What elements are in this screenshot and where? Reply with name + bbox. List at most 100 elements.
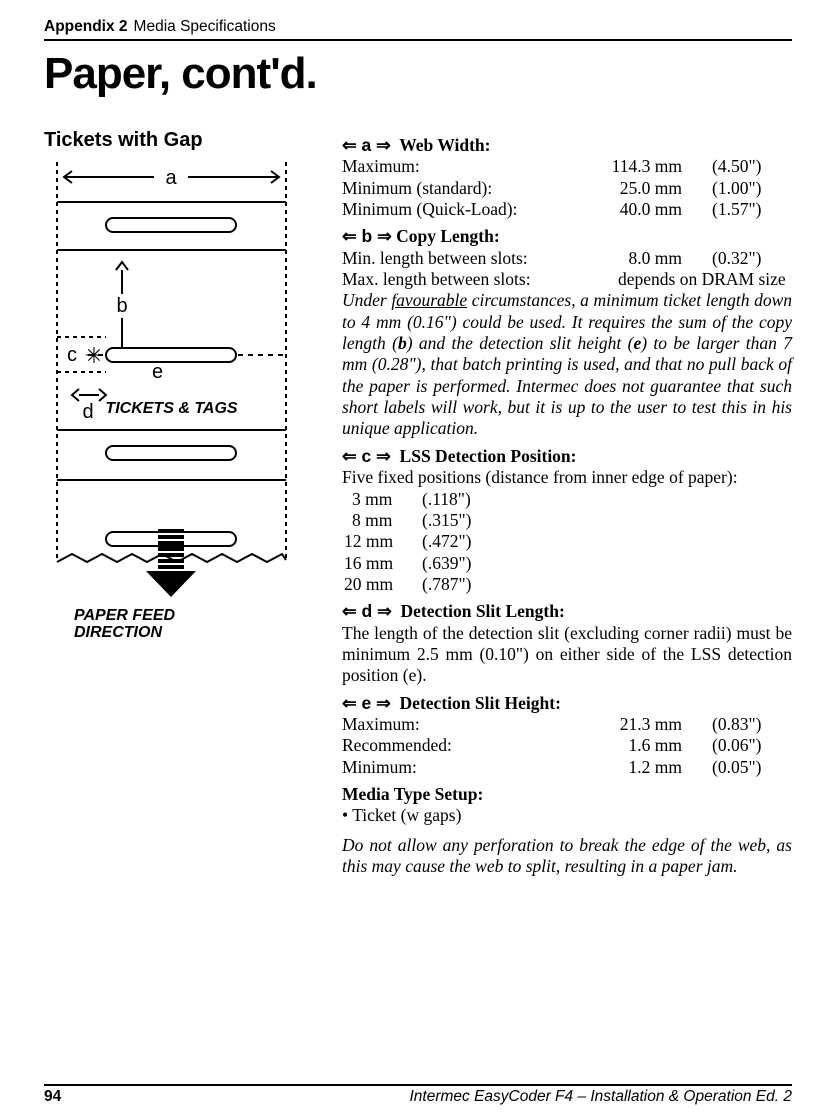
- a-row-2: Minimum (Quick-Load): 40.0 mm (1.57"): [342, 199, 792, 220]
- diagram-c-label: c: [67, 344, 77, 366]
- c-row-0: 3 mm(.118"): [342, 489, 792, 510]
- diagram-d-label: d: [82, 401, 93, 423]
- e2lbl: Minimum:: [342, 757, 592, 778]
- e1in: (0.06"): [712, 735, 792, 756]
- section-b-heading: ⇐ b ⇒ Copy Length:: [342, 226, 792, 247]
- c0in: (.118"): [422, 489, 471, 510]
- b-note: Under favourable circumstances, a minimu…: [342, 290, 792, 439]
- a-row0-lbl: Maximum:: [342, 156, 592, 177]
- section-d-heading: ⇐ d ⇒ Detection Slit Length:: [342, 601, 792, 622]
- b-note-underline: favourable: [391, 290, 467, 310]
- a-row-1: Minimum (standard): 25.0 mm (1.00"): [342, 178, 792, 199]
- d-colon: :: [559, 601, 565, 621]
- media-list: Ticket (w gaps): [342, 805, 792, 826]
- right-column: ⇐ a ⇒ Web Width: Maximum: 114.3 mm (4.50…: [342, 129, 792, 877]
- c2in: (.472"): [422, 531, 471, 552]
- section-e-heading: ⇐ e ⇒ Detection Slit Height:: [342, 693, 792, 714]
- e1mm: 1.6 mm: [592, 735, 712, 756]
- paper-feed-arrow-icon: [116, 529, 226, 599]
- e0in: (0.83"): [712, 714, 792, 735]
- e0lbl: Maximum:: [342, 714, 592, 735]
- b-note-mid: ) and the detection slit height (: [407, 333, 634, 353]
- e-row-0: Maximum: 21.3 mm (0.83"): [342, 714, 792, 735]
- a-row2-in: (1.57"): [712, 199, 792, 220]
- e-row-2: Minimum: 1.2 mm (0.05"): [342, 757, 792, 778]
- diagram-star-icon: ✳: [85, 343, 103, 368]
- c3in: (.639"): [422, 553, 471, 574]
- c3mm: 16 mm: [342, 553, 422, 574]
- left-column: Tickets with Gap a: [44, 129, 342, 877]
- b-title: Copy Length:: [396, 226, 500, 246]
- a-title: Web Width:: [399, 135, 490, 155]
- b-note-pre: Under: [342, 290, 391, 310]
- section-c-heading: ⇐ c ⇒ LSS Detection Position:: [342, 446, 792, 467]
- c-row-1: 8 mm(.315"): [342, 510, 792, 531]
- b-arrows: ⇐ b ⇒: [342, 226, 392, 246]
- c-row-2: 12 mm(.472"): [342, 531, 792, 552]
- c4mm: 20 mm: [342, 574, 422, 595]
- e0mm: 21.3 mm: [592, 714, 712, 735]
- e2mm: 1.2 mm: [592, 757, 712, 778]
- diagram-b-label: b: [116, 295, 127, 317]
- c0mm: 3 mm: [342, 489, 422, 510]
- ticket-diagram: a: [44, 162, 299, 642]
- media-heading: Media Type Setup:: [342, 784, 792, 805]
- a-row1-lbl: Minimum (standard):: [342, 178, 592, 199]
- c1in: (.315"): [422, 510, 471, 531]
- d-title: Detection Slit Length: [401, 601, 559, 621]
- footer-rule: [44, 1084, 792, 1086]
- page-number: 94: [44, 1088, 61, 1106]
- e-arrows: ⇐ e ⇒: [342, 693, 391, 713]
- e2in: (0.05"): [712, 757, 792, 778]
- content-columns: Tickets with Gap a: [44, 129, 792, 877]
- b-row0-lbl: Min. length between slots:: [342, 248, 592, 269]
- diagram-a-label: a: [165, 167, 177, 189]
- a-row0-in: (4.50"): [712, 156, 792, 177]
- d-arrows: ⇐ d ⇒: [342, 601, 392, 621]
- a-arrows: ⇐ a ⇒: [342, 135, 391, 155]
- page-title: Paper, cont'd.: [44, 49, 792, 99]
- c-title: LSS Detection Position: [400, 446, 571, 466]
- appendix-title: Media Specifications: [134, 18, 276, 36]
- e-title: Detection Slit Height:: [400, 693, 561, 713]
- b-max-val: depends on DRAM size: [592, 269, 786, 290]
- c-row-3: 16 mm(.639"): [342, 553, 792, 574]
- c-arrows: ⇐ c ⇒: [342, 446, 391, 466]
- diagram-svg: a: [44, 162, 299, 572]
- footer: 94 Intermec EasyCoder F4 – Installation …: [44, 1084, 792, 1106]
- diagram-e-label: e: [152, 361, 163, 383]
- perforation-warning: Do not allow any perforation to break th…: [342, 835, 792, 878]
- b-row-0: Min. length between slots: 8.0 mm (0.32"…: [342, 248, 792, 269]
- b-note-letter-b: b: [398, 333, 407, 353]
- paper-feed-label: PAPER FEED DIRECTION: [74, 608, 299, 642]
- c2mm: 12 mm: [342, 531, 422, 552]
- page: Appendix 2 Media Specifications Paper, c…: [0, 0, 830, 1120]
- a-row-0: Maximum: 114.3 mm (4.50"): [342, 156, 792, 177]
- c1mm: 8 mm: [342, 510, 422, 531]
- running-header: Appendix 2 Media Specifications: [44, 18, 792, 36]
- header-rule: [44, 39, 792, 41]
- b-row0-in: (0.32"): [712, 248, 792, 269]
- feed-label-line1: PAPER FEED: [74, 607, 175, 624]
- c-intro: Five fixed positions (distance from inne…: [342, 467, 792, 488]
- a-row0-mm: 114.3 mm: [592, 156, 712, 177]
- c-colon: :: [571, 446, 577, 466]
- doc-title: Intermec EasyCoder F4 – Installation & O…: [409, 1088, 792, 1106]
- media-item: Ticket (w gaps): [342, 805, 792, 826]
- tickets-with-gap-heading: Tickets with Gap: [44, 129, 320, 152]
- c-row-4: 20 mm(.787"): [342, 574, 792, 595]
- b-max-lbl: Max. length between slots:: [342, 269, 592, 290]
- b-row0-mm: 8.0 mm: [592, 248, 712, 269]
- a-row1-in: (1.00"): [712, 178, 792, 199]
- a-row2-mm: 40.0 mm: [592, 199, 712, 220]
- section-a-heading: ⇐ a ⇒ Web Width:: [342, 135, 792, 156]
- d-body: The length of the detection slit (exclud…: [342, 623, 792, 687]
- a-row2-lbl: Minimum (Quick-Load):: [342, 199, 592, 220]
- c4in: (.787"): [422, 574, 471, 595]
- e-row-1: Recommended: 1.6 mm (0.06"): [342, 735, 792, 756]
- b-row-max: Max. length between slots: depends on DR…: [342, 269, 792, 290]
- footer-row: 94 Intermec EasyCoder F4 – Installation …: [44, 1088, 792, 1106]
- feed-label-line2: DIRECTION: [74, 624, 162, 641]
- a-row1-mm: 25.0 mm: [592, 178, 712, 199]
- appendix-label: Appendix 2: [44, 18, 128, 36]
